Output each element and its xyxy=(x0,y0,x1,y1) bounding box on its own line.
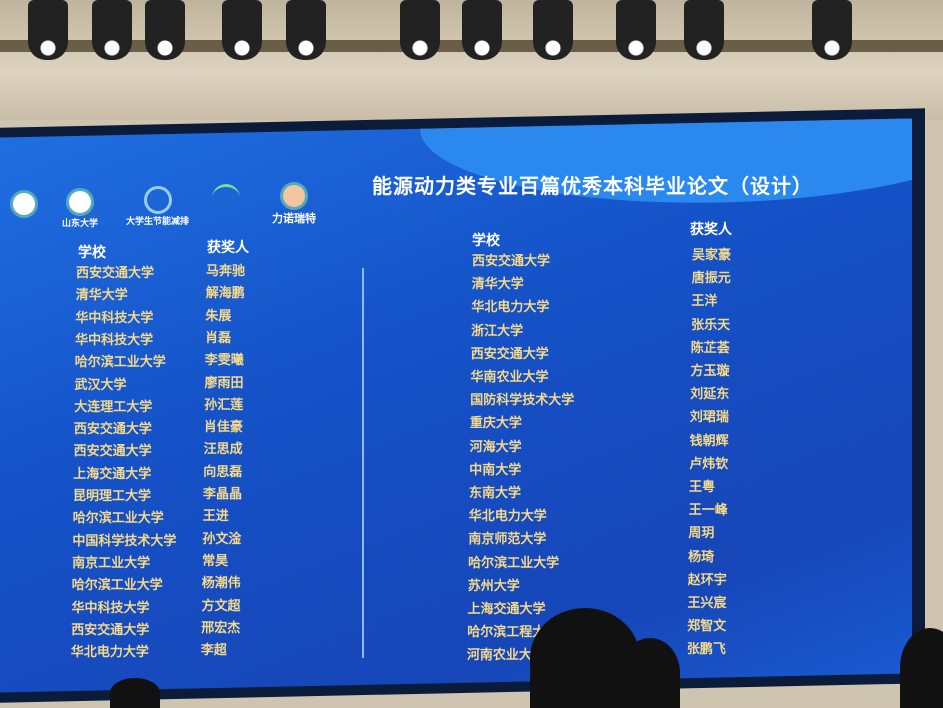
right-school-cell: 西安交通大学 xyxy=(472,254,551,269)
right-winner-cell: 杨琦 xyxy=(688,549,715,565)
right-school-cell: 华南农业大学 xyxy=(470,370,549,385)
right-winner-cell: 唐振元 xyxy=(691,271,731,287)
left-school-cell: 哈尔滨工业大学 xyxy=(72,511,164,527)
stage-light xyxy=(92,0,132,60)
right-school-cell: 苏州大学 xyxy=(467,578,520,594)
left-winner-cell: 王进 xyxy=(202,509,229,525)
left-school-cell: 南京工业大学 xyxy=(72,555,151,571)
right-winner-cell: 王一峰 xyxy=(688,503,728,519)
left-winner-cell: 孙汇莲 xyxy=(204,397,244,413)
right-school-cell: 上海交通大学 xyxy=(467,602,546,617)
logo-energy-saving-contest: 大学生节能减排 xyxy=(126,186,189,227)
audience-head xyxy=(110,678,160,708)
left-winner-cell: 常昊 xyxy=(202,553,229,569)
right-winner-cell: 陈芷荟 xyxy=(690,340,730,356)
audience-head xyxy=(900,628,943,708)
stage-light xyxy=(28,0,68,60)
left-school-cell: 中国科学技术大学 xyxy=(72,533,177,549)
left-school-header: 学校 xyxy=(78,245,106,261)
left-school-cell: 西安交通大学 xyxy=(73,422,152,438)
left-winner-cell: 朱展 xyxy=(205,308,232,324)
right-winner-header: 获奖人 xyxy=(690,222,732,238)
stage-light xyxy=(145,0,185,60)
stage-light xyxy=(400,0,440,60)
right-winner-cell: 张鹏飞 xyxy=(686,642,726,658)
stage-light xyxy=(684,0,724,60)
left-winner-cell: 孙文淦 xyxy=(202,531,242,547)
right-school-cell: 国防科学技术大学 xyxy=(470,393,575,409)
right-winner-cell: 钱朝辉 xyxy=(689,433,729,449)
left-winner-cell: 汪思成 xyxy=(203,442,243,458)
left-winner-cell: 方文超 xyxy=(201,598,241,614)
right-school-cell: 浙江大学 xyxy=(471,323,524,339)
left-school-cell: 华北电力大学 xyxy=(70,645,149,661)
right-winner-cell: 卢炜钦 xyxy=(689,456,729,472)
left-school-cell: 华中科技大学 xyxy=(75,332,154,348)
left-winner-header: 获奖人 xyxy=(207,240,249,256)
audience-head xyxy=(620,638,680,708)
right-school-header: 学校 xyxy=(472,233,500,249)
right-winner-cell: 王粤 xyxy=(689,480,716,495)
right-school-cell: 清华大学 xyxy=(471,277,524,293)
slide-title: 能源动力类专业百篇优秀本科毕业论文（设计） xyxy=(372,174,813,198)
left-winner-cell: 李超 xyxy=(200,643,227,659)
right-school-cell: 重庆大学 xyxy=(469,416,522,432)
logo-shandong-university: 山东大学 xyxy=(62,188,98,229)
right-winner-cell: 方玉璇 xyxy=(690,364,730,379)
left-winner-cell: 解海鹏 xyxy=(205,286,245,302)
stage-light xyxy=(286,0,326,60)
left-school-cell: 武汉大学 xyxy=(74,377,127,393)
stage-light xyxy=(462,0,502,60)
right-school-cell: 河南农业大学 xyxy=(466,648,545,664)
left-winner-cell: 李雯曦 xyxy=(204,353,244,369)
left-school-cell: 西安交通大学 xyxy=(73,444,152,460)
right-winner-cell: 赵环宇 xyxy=(687,572,727,588)
left-school-cell: 上海交通大学 xyxy=(73,466,152,482)
right-winner-cell: 刘珺瑞 xyxy=(689,410,729,426)
left-winner-cell: 廖雨田 xyxy=(204,375,244,391)
right-school-cell: 南京师范大学 xyxy=(468,532,547,548)
left-school-cell: 大连理工大学 xyxy=(74,399,153,415)
right-school-cell: 东南大学 xyxy=(469,486,522,501)
left-school-cell: 西安交通大学 xyxy=(76,266,155,281)
right-school-cell: 河海大学 xyxy=(469,439,522,455)
right-winner-cell: 王洋 xyxy=(691,294,718,310)
stage-light xyxy=(533,0,573,60)
left-winner-cell: 肖磊 xyxy=(205,330,232,346)
logo-linuo-ritter: 力诺瑞特 xyxy=(272,182,316,226)
left-school-cell: 哈尔滨工业大学 xyxy=(71,578,163,594)
left-school-cell: 昆明理工大学 xyxy=(73,489,152,504)
audience xyxy=(0,608,943,708)
right-school-cell: 中南大学 xyxy=(469,462,522,478)
left-winner-cell: 李晶晶 xyxy=(203,487,243,502)
left-winner-cell: 邢宏杰 xyxy=(201,620,241,636)
stage-light xyxy=(222,0,262,60)
right-winner-cell: 周玥 xyxy=(688,526,715,542)
column-divider xyxy=(362,267,364,658)
left-school-cell: 哈尔滨工业大学 xyxy=(74,355,166,371)
right-school-cell: 华北电力大学 xyxy=(471,300,550,316)
right-school-cell: 西安交通大学 xyxy=(470,346,549,362)
right-winner-cell: 刘延东 xyxy=(690,387,730,403)
logo-contest xyxy=(212,184,240,212)
right-winner-cell: 王兴宸 xyxy=(687,596,727,611)
right-winner-cell: 郑智文 xyxy=(687,619,727,635)
left-school-cell: 清华大学 xyxy=(75,288,128,304)
left-winner-cell: 杨潮伟 xyxy=(201,576,241,592)
left-winner-cell: 向思磊 xyxy=(203,464,243,480)
logo-anniversary xyxy=(10,190,38,218)
right-winner-cell: 吴家豪 xyxy=(692,248,732,263)
left-winner-cell: 肖佳豪 xyxy=(203,420,243,436)
left-school-cell: 西安交通大学 xyxy=(71,622,150,638)
stage-light xyxy=(616,0,656,60)
left-school-cell: 华中科技大学 xyxy=(71,600,150,616)
right-school-cell: 哈尔滨工业大学 xyxy=(468,555,560,571)
left-winner-cell: 马奔驰 xyxy=(206,264,246,279)
left-school-cell: 华中科技大学 xyxy=(75,310,154,326)
stage-light xyxy=(812,0,852,60)
right-school-cell: 华北电力大学 xyxy=(468,509,547,525)
right-winner-cell: 张乐天 xyxy=(691,317,731,333)
